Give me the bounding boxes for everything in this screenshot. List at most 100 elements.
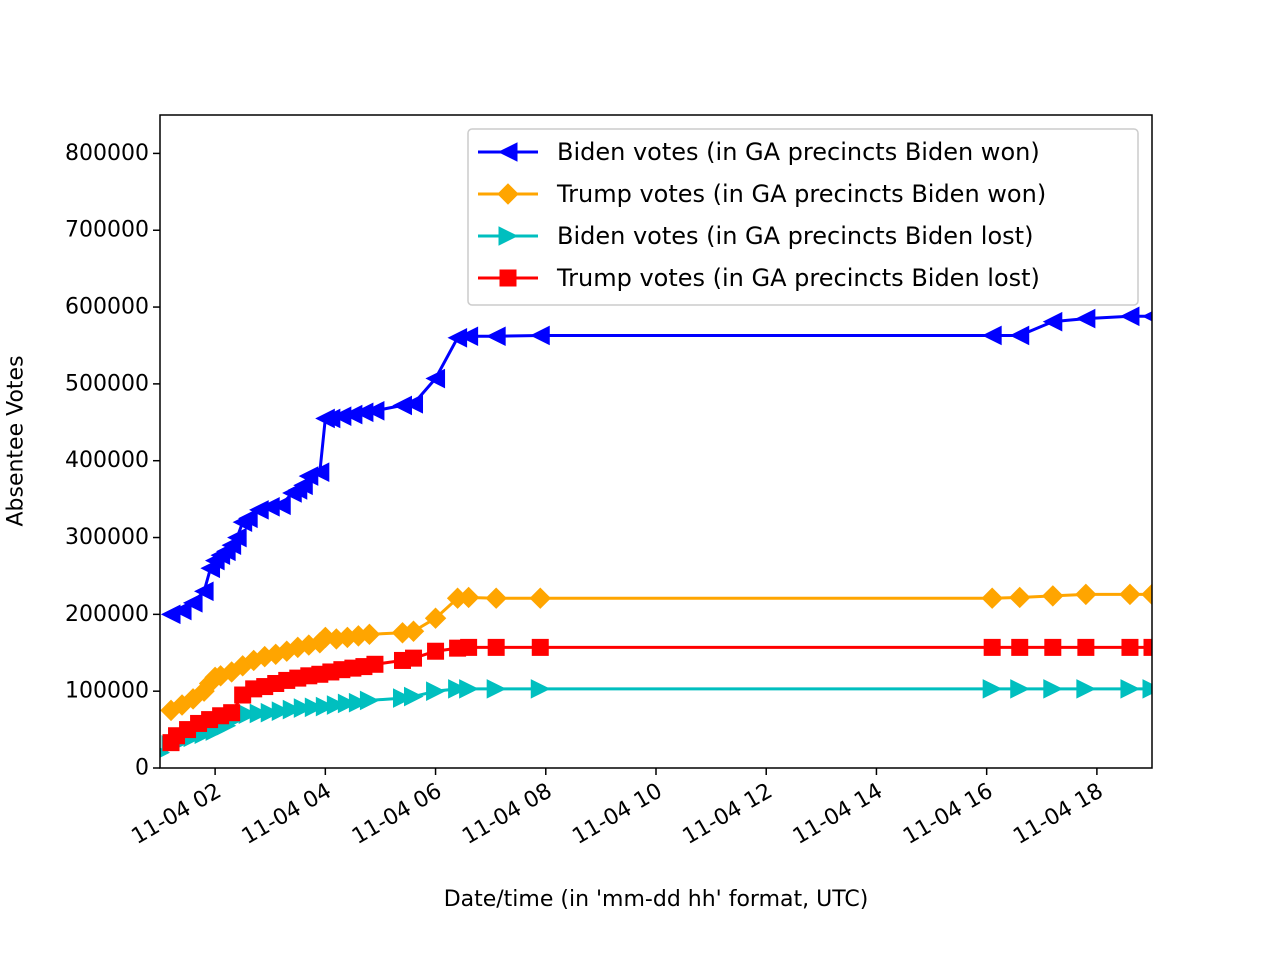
data-point	[282, 699, 303, 720]
data-point	[1075, 583, 1097, 606]
data-point	[1044, 638, 1062, 656]
y-tick-label: 800000	[65, 141, 149, 166]
data-point	[358, 623, 381, 646]
data-point	[315, 696, 336, 717]
data-point	[427, 642, 445, 660]
legend-label: Biden votes (in GA precincts Biden lost)	[557, 222, 1033, 250]
data-point	[1077, 638, 1095, 656]
data-point	[1010, 679, 1030, 699]
legend-label: Trump votes (in GA precincts Biden lost)	[556, 264, 1040, 292]
data-point	[448, 679, 468, 699]
data-point	[227, 527, 247, 548]
data-point	[402, 620, 425, 642]
data-point	[392, 688, 413, 708]
series-2	[160, 583, 1152, 722]
data-point	[271, 495, 291, 516]
series-1	[160, 306, 1152, 625]
legend-box	[467, 128, 1139, 306]
data-point	[405, 649, 423, 667]
data-point	[1119, 583, 1141, 606]
data-point	[1121, 638, 1139, 656]
data-point	[1119, 306, 1140, 327]
data-point	[1042, 585, 1064, 607]
legend-swatch-marker	[498, 226, 519, 246]
data-point	[460, 638, 478, 656]
data-point	[309, 462, 330, 483]
data-point	[1075, 308, 1096, 329]
data-point	[403, 394, 424, 414]
data-point	[424, 607, 447, 629]
data-point	[425, 368, 446, 389]
legend-entry: Biden votes (in GA precincts Biden lost)	[478, 222, 1033, 250]
data-point	[364, 400, 385, 421]
data-point	[171, 600, 192, 621]
data-point	[530, 679, 551, 699]
data-point	[1009, 586, 1031, 609]
data-point	[485, 587, 507, 609]
y-tick-label: 100000	[65, 679, 149, 704]
data-point	[1143, 638, 1152, 656]
legend: Biden votes (in GA precincts Biden won) T…	[467, 128, 1139, 306]
data-point	[531, 638, 549, 656]
data-point	[458, 326, 479, 347]
data-point	[459, 679, 479, 699]
legend-label: Biden votes (in GA precincts Biden won)	[557, 138, 1040, 166]
data-point	[983, 638, 1001, 656]
data-point	[1009, 325, 1030, 346]
legend-swatch-marker	[497, 183, 519, 205]
data-point	[1042, 311, 1063, 332]
y-tick-label: 700000	[65, 218, 149, 243]
legend-swatch-marker	[497, 142, 518, 162]
data-point	[193, 581, 214, 602]
legend-entry: Trump votes (in GA precincts Biden won)	[478, 180, 1046, 208]
data-point	[529, 587, 551, 609]
data-point	[293, 698, 314, 718]
data-point	[326, 695, 347, 715]
data-point	[293, 475, 313, 496]
legend-entry: Trump votes (in GA precincts Biden lost)	[478, 264, 1040, 292]
legend-label: Trump votes (in GA precincts Biden won)	[556, 180, 1046, 208]
data-point	[238, 508, 258, 529]
series-4	[162, 638, 1152, 752]
data-point	[487, 638, 505, 656]
data-point	[426, 681, 446, 701]
data-point	[982, 325, 1002, 346]
data-point	[1120, 679, 1141, 699]
y-axis: 0 100000 200000 300000 400000 500000 600000 700…	[65, 141, 160, 781]
data-point	[366, 655, 384, 673]
data-point	[1141, 583, 1152, 606]
y-tick-label: 500000	[65, 371, 149, 396]
data-point	[1141, 311, 1152, 322]
legend-swatch-marker	[499, 269, 517, 287]
data-point	[260, 702, 281, 723]
data-point	[304, 697, 325, 718]
data-point	[530, 325, 550, 346]
data-point	[982, 679, 1003, 699]
data-point	[486, 679, 507, 699]
data-point	[1011, 638, 1029, 656]
data-point	[359, 690, 380, 711]
data-point	[1142, 679, 1152, 699]
data-point	[404, 686, 424, 707]
y-tick-label: 600000	[65, 295, 149, 320]
y-tick-label: 400000	[65, 448, 149, 473]
data-point	[249, 703, 270, 724]
data-point	[271, 701, 292, 721]
data-point	[223, 704, 241, 722]
y-tick-label: 0	[135, 756, 149, 781]
y-axis-label: Absentee Votes	[4, 355, 29, 526]
data-point	[981, 587, 1003, 609]
data-point	[457, 586, 480, 609]
series-layer	[160, 306, 1152, 758]
legend-entry: Biden votes (in GA precincts Biden won)	[478, 138, 1040, 166]
y-tick-label: 300000	[65, 525, 149, 550]
data-point	[182, 593, 203, 613]
data-point	[348, 692, 369, 713]
y-tick-label: 200000	[65, 602, 149, 627]
data-point	[1043, 679, 1063, 699]
data-point	[486, 326, 506, 347]
x-axis-label: Date/time (in 'mm-dd hh' format, UTC)	[444, 887, 869, 912]
data-point	[337, 693, 358, 714]
data-point	[1076, 679, 1096, 699]
